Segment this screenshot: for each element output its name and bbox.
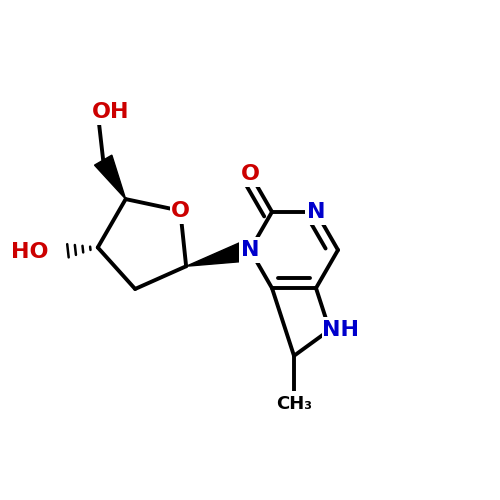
Text: N: N — [241, 240, 259, 260]
Text: O: O — [240, 164, 260, 184]
Text: OH: OH — [92, 102, 130, 122]
FancyBboxPatch shape — [94, 99, 128, 125]
FancyBboxPatch shape — [240, 161, 261, 187]
FancyBboxPatch shape — [322, 317, 360, 343]
Text: O: O — [171, 200, 190, 220]
FancyBboxPatch shape — [170, 198, 191, 224]
Text: N: N — [307, 202, 325, 222]
Text: NH: NH — [322, 320, 359, 340]
Polygon shape — [94, 155, 126, 199]
Text: HO: HO — [10, 242, 48, 262]
FancyBboxPatch shape — [30, 240, 66, 266]
FancyBboxPatch shape — [274, 391, 314, 417]
Polygon shape — [186, 240, 252, 266]
Text: CH₃: CH₃ — [276, 395, 312, 413]
FancyBboxPatch shape — [240, 237, 261, 263]
FancyBboxPatch shape — [305, 199, 327, 225]
